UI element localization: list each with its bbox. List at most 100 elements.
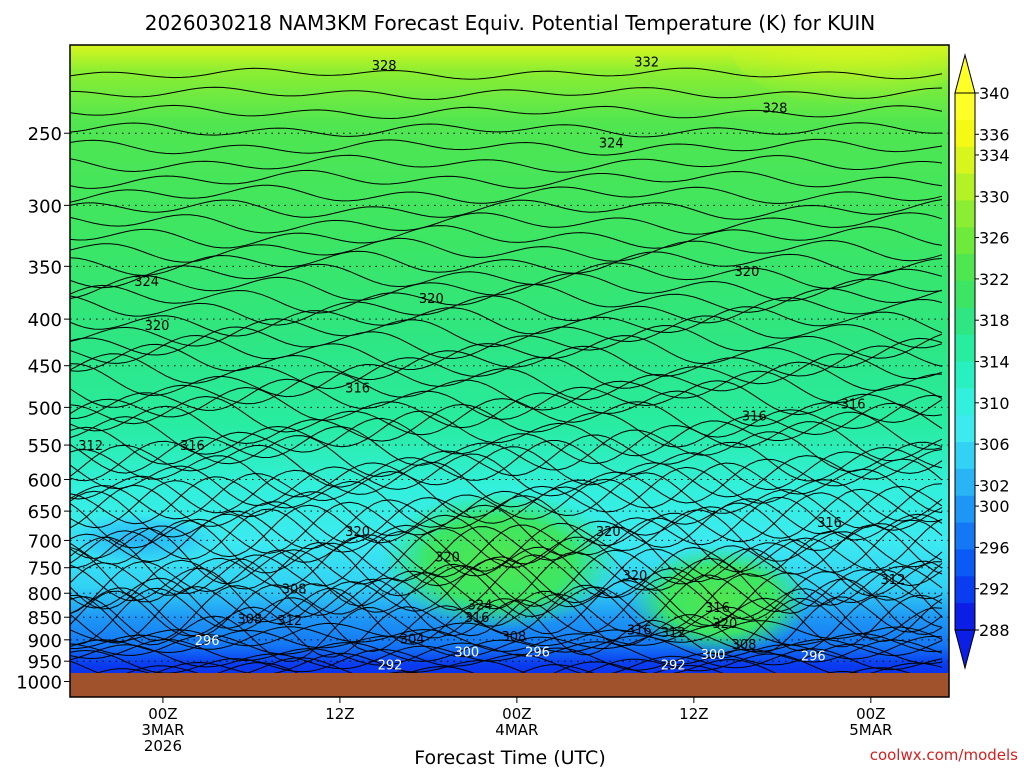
contour-line — [70, 576, 943, 642]
contour-label: 320 — [622, 569, 647, 584]
contour-label: 320 — [435, 551, 460, 566]
contour-line — [70, 453, 943, 506]
contour-label: 308 — [732, 638, 757, 653]
contour-line — [70, 558, 943, 627]
colorbar-label: 314 — [979, 353, 1010, 372]
contour-label: 308 — [502, 630, 527, 645]
colorbar-swatch — [955, 93, 975, 121]
colorbar-swatch — [955, 522, 975, 550]
contour-label: 316 — [817, 516, 842, 531]
colorbar: 288 292 296 300 302 306 310 314 318 322 326 330 334 3… — [954, 53, 1010, 670]
contour-label: 328 — [763, 101, 788, 116]
contour-label: 320 — [419, 292, 444, 307]
contour-label: 332 — [634, 55, 659, 70]
contour-line — [70, 199, 943, 220]
colorbar-swatch — [955, 468, 975, 497]
contour-line — [70, 570, 943, 638]
contour-label: 304 — [400, 633, 425, 648]
contour-line — [70, 370, 943, 411]
below-ground-terrain — [70, 673, 949, 697]
contour-line — [70, 212, 943, 235]
contour-line — [70, 461, 943, 514]
contour-label: 316 — [627, 623, 652, 638]
contour-line — [70, 549, 943, 615]
x-tick-label: 12Z — [325, 705, 354, 723]
contour-line — [70, 402, 943, 448]
y-tick-label: 650 — [28, 502, 62, 523]
colorbar-swatch — [955, 361, 975, 389]
contour-line — [70, 394, 943, 438]
contour-line — [70, 283, 943, 314]
contour-line — [70, 643, 943, 671]
contour-line — [70, 472, 943, 529]
colorbar-label: 322 — [979, 270, 1010, 289]
colorbar-swatch — [955, 334, 975, 362]
contour-line — [70, 638, 943, 666]
y-tick-label: 300 — [28, 196, 62, 217]
contour-line — [70, 541, 943, 610]
contour-line — [70, 410, 943, 457]
contour-label: 308 — [238, 612, 263, 627]
contour-line — [70, 466, 943, 522]
contour-label: 328 — [372, 59, 397, 74]
contour-line — [70, 122, 943, 138]
colorbar-swatch — [955, 307, 975, 336]
colorbar-swatch — [955, 119, 975, 148]
colorbar-label: 334 — [979, 146, 1010, 165]
y-tick-label: 600 — [28, 470, 62, 491]
contour-label: 320 — [596, 525, 621, 540]
contour-line — [70, 629, 943, 658]
x-tick-label: 00Z — [502, 705, 531, 723]
x-tick-label: 00Z — [148, 705, 177, 723]
y-tick-label: 350 — [28, 257, 62, 278]
colorbar-label: 292 — [979, 580, 1010, 599]
contour-line — [70, 104, 943, 120]
contour-label: 300 — [701, 648, 726, 663]
colorbar-label: 300 — [979, 497, 1010, 516]
contour-line — [70, 184, 943, 204]
colorbar-bottom-arrow — [954, 629, 976, 670]
contour-label: 292 — [378, 658, 403, 673]
colorbar-swatch — [955, 442, 975, 470]
colorbar-swatch — [955, 415, 975, 443]
y-tick-label: 850 — [28, 608, 62, 629]
y-tick-label: 1000 — [16, 672, 62, 693]
y-tick-label: 750 — [28, 559, 62, 580]
contour-label: 324 — [468, 598, 493, 613]
colorbar-swatch — [955, 576, 975, 604]
contour-line — [70, 325, 943, 360]
watermark: coolwx.com/models — [870, 746, 1018, 764]
contour-line — [70, 624, 943, 653]
contour-label: 316 — [345, 381, 370, 396]
contour-label: 316 — [465, 611, 490, 626]
colorbar-label: 302 — [979, 476, 1010, 495]
contour-line — [70, 440, 943, 491]
contour-label: 316 — [705, 601, 730, 616]
isentropic-contours — [70, 67, 943, 689]
y-tick-label: 550 — [28, 436, 62, 457]
contour-line — [70, 563, 943, 632]
contour-line — [70, 306, 943, 337]
colorbar-swatch — [955, 388, 975, 416]
colorbar-swatch — [955, 549, 975, 577]
contour-line — [70, 315, 943, 349]
plot-frame — [69, 44, 950, 698]
colorbar-label: 310 — [979, 394, 1010, 413]
x-tick-label: 3MAR — [141, 721, 184, 739]
contour-line — [70, 508, 943, 572]
colorbar-swatch — [955, 254, 975, 282]
contour-label: 320 — [712, 617, 737, 632]
contour-label: 312 — [78, 439, 103, 454]
colorbar-label: 330 — [979, 187, 1010, 206]
colorbar-swatch — [955, 173, 975, 201]
colorbar-label: 306 — [979, 435, 1010, 454]
contour-label: 316 — [742, 409, 767, 424]
contour-line — [70, 250, 943, 276]
x-tick-label: 2026 — [144, 737, 182, 755]
contour-line — [70, 86, 943, 101]
contour-line — [70, 262, 943, 289]
contour-line — [70, 67, 943, 80]
colorbar-swatch — [955, 280, 975, 309]
contour-line — [70, 154, 943, 173]
